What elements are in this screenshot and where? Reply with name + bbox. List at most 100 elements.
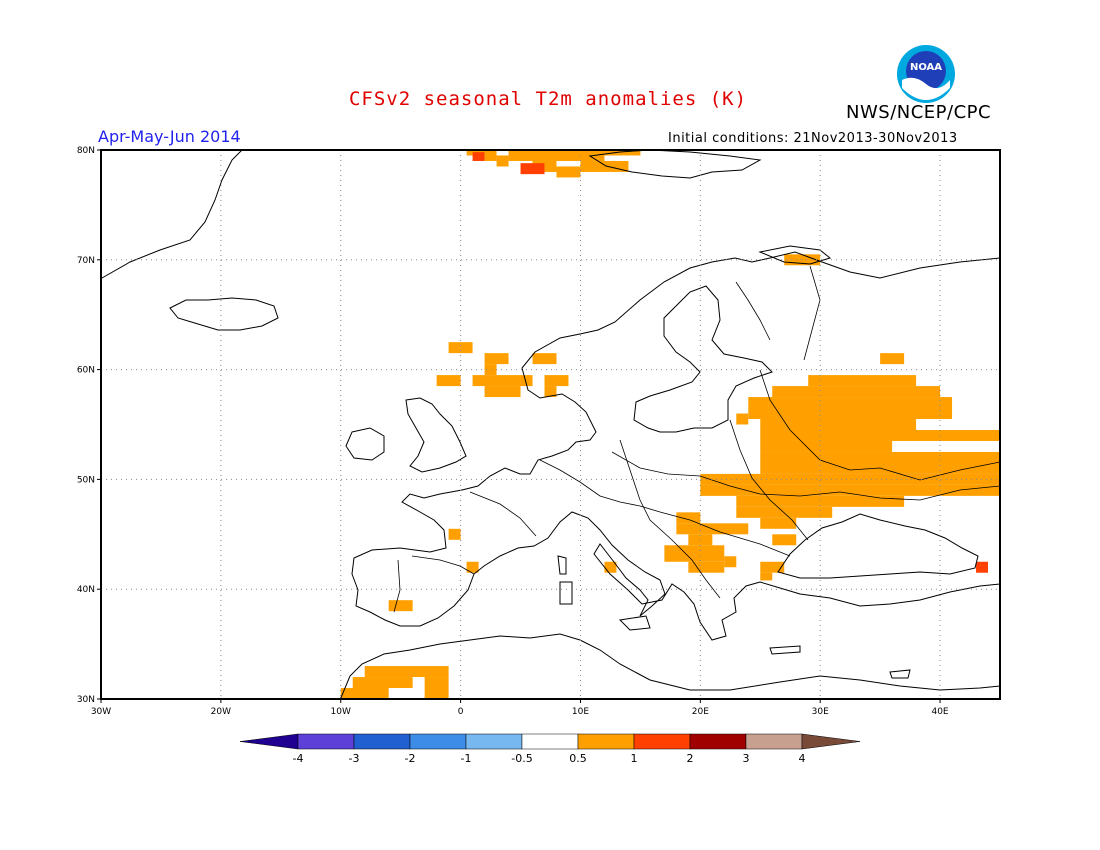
colorbar-label: -1: [461, 752, 472, 765]
anomaly-cell: [484, 353, 509, 365]
border-line: [735, 281, 771, 341]
coastline-sardinia: [559, 581, 573, 605]
lat-tick-label: 70N: [77, 256, 95, 266]
lon-tick-label: 30W: [91, 707, 111, 717]
colorbar-swatch: [801, 733, 861, 750]
anomaly-cell: [760, 572, 773, 581]
anomaly-cell: [700, 484, 1000, 496]
anomaly-cell: [736, 495, 905, 507]
coastline-black-sea: [777, 513, 979, 579]
coastlines: [101, 149, 1001, 701]
lon-tick-label: 0: [458, 707, 464, 717]
anomaly-cell: [976, 561, 989, 573]
anomaly-cell: [496, 155, 509, 167]
lat-tick-label: 50N: [77, 475, 95, 485]
anomaly-cell: [466, 561, 479, 573]
colorbar-label: 4: [799, 752, 806, 765]
colorbar-swatch: [633, 733, 691, 750]
agency-label: NWS/NCEP/CPC: [846, 102, 992, 123]
anomaly-cell: [760, 517, 797, 529]
colorbar-label: 0.5: [569, 752, 587, 765]
anomaly-cell: [736, 506, 833, 518]
anomaly-cell: [772, 386, 941, 398]
anomaly-cell: [724, 556, 737, 568]
lon-tick-label: 30E: [812, 707, 829, 717]
anomaly-cell: [520, 163, 545, 175]
lat-tick-label: 80N: [77, 146, 95, 156]
colorbar-label: -2: [405, 752, 416, 765]
anomaly-cell: [556, 166, 581, 178]
lat-tick-label: 60N: [77, 366, 95, 376]
colorbar-swatch: [239, 733, 299, 750]
colorbar-swatch: [745, 733, 803, 750]
coastline-iceland: [169, 297, 279, 331]
anomaly-cell: [760, 451, 1000, 474]
anomaly-cell: [748, 397, 953, 420]
anomaly-cell: [688, 534, 713, 546]
anomaly-cell: [736, 413, 749, 425]
anomaly-cell: [580, 160, 629, 172]
colorbar-swatch: [689, 733, 747, 750]
anomaly-cell: [484, 364, 497, 376]
anomaly-cell: [760, 561, 785, 573]
anomaly-cell: [472, 375, 533, 387]
anomaly-cell: [484, 150, 497, 161]
anomaly-cell: [604, 561, 617, 573]
colorbar-label: -4: [293, 752, 304, 765]
anomaly-cell: [676, 512, 701, 524]
border-line: [759, 369, 1001, 481]
anomaly-cell: [388, 600, 413, 612]
anomaly-cell: [772, 534, 797, 546]
lon-tick-label: 10E: [572, 707, 589, 717]
border-line: [411, 555, 475, 575]
noaa-logo: NOAA: [897, 45, 955, 103]
lat-tick-label: 40N: [77, 585, 95, 595]
logo-text: NOAA: [910, 62, 942, 73]
anomaly-cell: [484, 386, 521, 398]
coastline-crete: [769, 645, 801, 655]
colorbar-label: 3: [743, 752, 750, 765]
anomaly-cell: [880, 353, 905, 365]
coastline-europe: [351, 251, 1001, 641]
anomaly-cell: [760, 440, 893, 452]
colorbar-label: -0.5: [511, 752, 532, 765]
border-line: [393, 559, 401, 613]
map-frame: [100, 149, 1001, 700]
border-line: [803, 265, 821, 361]
colorbar-label: -3: [349, 752, 360, 765]
anomaly-cell: [352, 677, 413, 689]
coastline-cyprus: [889, 669, 911, 679]
border-line: [611, 451, 1001, 501]
forecast-period: Apr-May-Jun 2014: [98, 127, 241, 146]
border-line: [469, 491, 537, 537]
border-line: [729, 419, 809, 541]
lon-tick-label: 20W: [211, 707, 231, 717]
anomaly-cell: [532, 353, 557, 365]
coastline-ireland: [345, 427, 385, 461]
coastline-britain: [405, 397, 467, 473]
anomaly-cell: [604, 150, 641, 156]
colorbar-label: 1: [631, 752, 638, 765]
coastline-africa: [339, 633, 1001, 701]
anomaly-cell: [532, 160, 557, 172]
anomaly-cell: [448, 528, 461, 540]
colorbar-label: 2: [687, 752, 694, 765]
anomaly-cell: [508, 150, 605, 161]
anomaly-cell: [760, 419, 917, 430]
anomaly-cell: [340, 688, 389, 699]
anomaly-cell: [436, 375, 461, 387]
axis-ticks: 30W 20W 10W 0 10E 20E 30E 40E 30N 40N 50N 60N 70N 80N: [77, 146, 949, 717]
anomaly-cell: [424, 677, 449, 699]
map-title: CFSv2 seasonal T2m anomalies (K): [348, 88, 748, 110]
coastline-greenland: [101, 149, 244, 279]
colorbar-swatch: [353, 733, 411, 750]
anomaly-cell: [544, 375, 569, 387]
anomaly-cell: [472, 152, 485, 161]
anomaly-cell: [364, 666, 449, 678]
initial-conditions: Initial conditions: 21Nov2013-30Nov2013: [668, 131, 958, 146]
anomaly-cell: [760, 429, 1000, 441]
coastline-novaya: [758, 245, 832, 265]
colorbar: -4 -3 -2 -1 -0.5 0.5 1 2 3 4: [239, 733, 861, 765]
coastline-baltic: [633, 285, 773, 433]
